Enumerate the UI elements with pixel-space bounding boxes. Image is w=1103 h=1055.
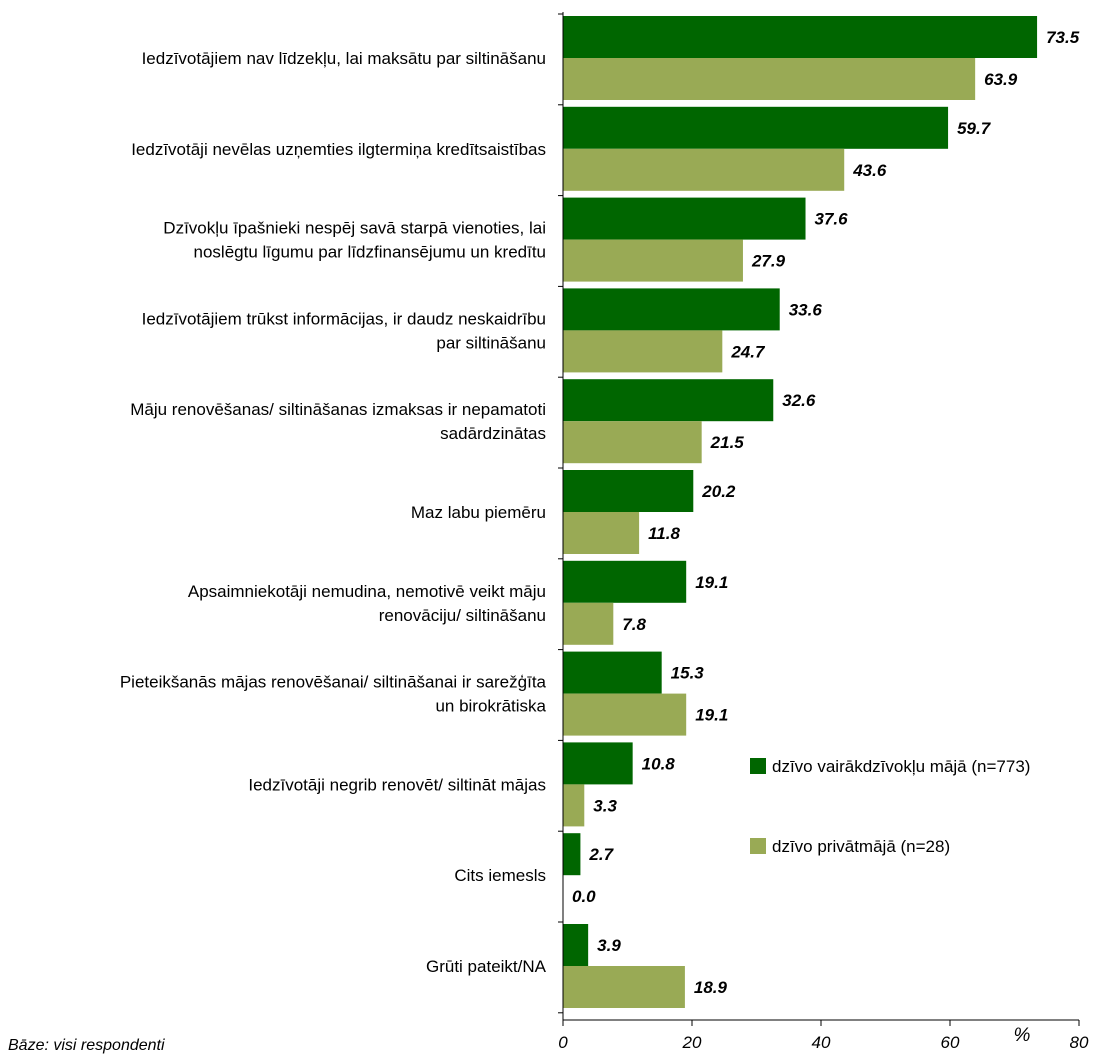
bar-apartment bbox=[563, 16, 1038, 58]
category-label-line: Maz labu piemēru bbox=[411, 503, 546, 522]
x-tick-label: 0 bbox=[558, 1033, 568, 1052]
bar-private-house bbox=[563, 966, 685, 1008]
category-label: Maz labu piemēru bbox=[411, 503, 546, 522]
category-label: Iedzīvotāji negrib renovēt/ siltināt māj… bbox=[248, 775, 546, 794]
bar-apartment bbox=[563, 470, 694, 512]
value-label: 73.5 bbox=[1046, 28, 1080, 47]
value-label: 10.8 bbox=[642, 754, 676, 773]
category-label-line: noslēgtu līgumu par līdzfinansējumu un k… bbox=[194, 243, 546, 262]
value-label: 27.9 bbox=[751, 252, 786, 271]
category-label-line: renovāciju/ siltināšanu bbox=[379, 606, 546, 625]
value-labels: 73.5 63.9 59.7 43.6 37.6 27.9 33.6 24.7 32.6 21.5… bbox=[572, 28, 1080, 997]
category-label-line: Pieteikšanās mājas renovēšanai/ siltināš… bbox=[120, 673, 547, 692]
bar-apartment bbox=[563, 106, 949, 149]
value-label: 19.1 bbox=[695, 706, 728, 725]
bar-private-house bbox=[563, 58, 976, 100]
category-label: Pieteikšanās mājas renovēšanai/ siltināš… bbox=[120, 673, 547, 716]
bars-layer bbox=[563, 16, 1038, 1008]
bar-apartment bbox=[563, 742, 633, 785]
category-label-line: par siltināšanu bbox=[436, 333, 546, 352]
x-tick-label: 40 bbox=[812, 1033, 831, 1052]
bar-apartment bbox=[563, 924, 589, 966]
bar-private-house bbox=[563, 330, 723, 373]
category-label: Grūti pateikt/NA bbox=[426, 957, 547, 976]
legend: dzīvo vairākdzīvokļu mājā (n=773) dzīvo p… bbox=[750, 757, 1030, 856]
category-label-line: Iedzīvotāji negrib renovēt/ siltināt māj… bbox=[248, 775, 546, 794]
legend-label: dzīvo vairākdzīvokļu mājā (n=773) bbox=[772, 757, 1030, 776]
bar-apartment bbox=[563, 288, 780, 331]
bar-private-house bbox=[563, 693, 687, 736]
category-label-line: Iedzīvotājiem nav līdzekļu, lai maksātu … bbox=[142, 49, 546, 68]
category-label: Apsaimniekotāji nemudina, nemotivē veikt… bbox=[188, 582, 546, 625]
bar-private-house bbox=[563, 784, 585, 827]
bar-private-house bbox=[563, 602, 614, 645]
category-label: Māju renovēšanas/ siltināšanas izmaksas … bbox=[130, 400, 546, 443]
x-tick-label: 80 bbox=[1070, 1033, 1089, 1052]
value-label: 7.8 bbox=[622, 615, 646, 634]
bar-private-house bbox=[563, 421, 702, 464]
legend-label: dzīvo privātmājā (n=28) bbox=[772, 837, 950, 856]
bar-private-house bbox=[563, 239, 743, 282]
value-label: 59.7 bbox=[957, 119, 992, 138]
footnote: Bāze: visi respondenti bbox=[8, 1037, 165, 1054]
value-label: 37.6 bbox=[815, 210, 849, 229]
bar-apartment bbox=[563, 560, 687, 603]
category-label-line: Cits iemesls bbox=[454, 866, 546, 885]
value-label: 2.7 bbox=[588, 845, 614, 864]
axes-layer: 0 20 40 60 80% bbox=[558, 12, 1089, 1052]
category-label-line: Iedzīvotāji nevēlas uzņemties ilgtermiņa… bbox=[131, 140, 546, 159]
value-label: 33.6 bbox=[789, 300, 823, 319]
bar-private-house bbox=[563, 148, 845, 191]
unit-label: % bbox=[1014, 1025, 1031, 1046]
category-label-line: Dzīvokļu īpašnieki nespēj savā starpā vi… bbox=[163, 219, 546, 238]
category-label: Cits iemesls bbox=[454, 866, 546, 885]
category-label: Iedzīvotājiem trūkst informācijas, ir da… bbox=[142, 309, 546, 352]
category-labels: Iedzīvotājiem nav līdzekļu, lai maksātu … bbox=[120, 49, 547, 976]
legend-swatch-private-house bbox=[750, 838, 766, 854]
value-label: 11.8 bbox=[648, 524, 680, 543]
category-label-line: un birokrātiska bbox=[435, 697, 546, 716]
value-label: 3.9 bbox=[597, 936, 621, 955]
category-label: Dzīvokļu īpašnieki nespēj savā starpā vi… bbox=[163, 219, 546, 262]
value-label: 19.1 bbox=[695, 573, 728, 592]
category-label: Iedzīvotājiem nav līdzekļu, lai maksātu … bbox=[142, 49, 546, 68]
value-label: 15.3 bbox=[671, 664, 705, 683]
category-label-line: Apsaimniekotāji nemudina, nemotivē veikt… bbox=[188, 582, 546, 601]
bar-apartment bbox=[563, 833, 581, 876]
value-label: 3.3 bbox=[593, 796, 617, 815]
category-label-line: Grūti pateikt/NA bbox=[426, 957, 547, 976]
category-label-line: Iedzīvotājiem trūkst informācijas, ir da… bbox=[142, 309, 546, 328]
bar-private-house bbox=[563, 512, 640, 554]
value-label: 32.6 bbox=[782, 391, 816, 410]
category-label-line: Māju renovēšanas/ siltināšanas izmaksas … bbox=[130, 400, 546, 419]
x-tick-label: 20 bbox=[682, 1033, 702, 1052]
category-label-line: sadārdzinātas bbox=[440, 424, 546, 443]
x-tick-label: 60 bbox=[941, 1033, 960, 1052]
value-label: 0.0 bbox=[572, 887, 596, 906]
legend-swatch-apartment bbox=[750, 758, 766, 774]
bar-apartment bbox=[563, 651, 662, 694]
value-label: 63.9 bbox=[984, 70, 1018, 89]
category-label: Iedzīvotāji nevēlas uzņemties ilgtermiņa… bbox=[131, 140, 546, 159]
value-label: 24.7 bbox=[730, 342, 766, 361]
value-label: 43.6 bbox=[852, 161, 887, 180]
bar-apartment bbox=[563, 379, 774, 422]
value-label: 18.9 bbox=[694, 978, 728, 997]
value-label: 20.2 bbox=[701, 482, 736, 501]
bar-apartment bbox=[563, 197, 806, 240]
value-label: 21.5 bbox=[710, 433, 745, 452]
